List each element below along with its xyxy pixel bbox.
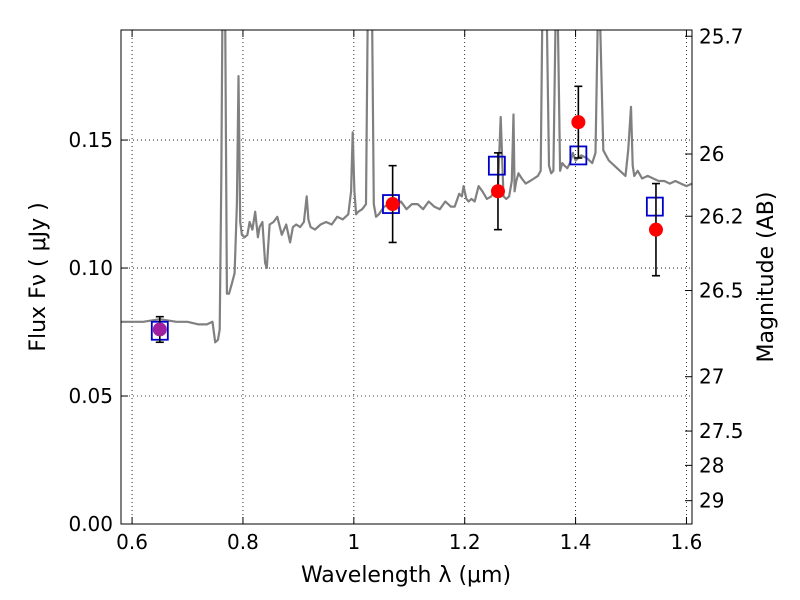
mag-tick-label: 25.7 <box>699 24 744 48</box>
x-tick-label: 1 <box>347 530 360 554</box>
y-tick-label: 0.00 <box>68 512 113 536</box>
y-tick-label: 0.10 <box>68 256 113 280</box>
observed-photometry-point <box>571 115 586 130</box>
x-axis-label: Wavelength λ (μm) <box>301 563 511 588</box>
observed-photometry-point <box>648 222 663 237</box>
model-photometry-square <box>487 155 506 176</box>
observed-photometry-point <box>152 322 167 337</box>
photometry-series <box>150 85 664 344</box>
model-photometry-square <box>645 196 664 217</box>
mag-tick-label: 29 <box>699 489 724 513</box>
plot-frame <box>120 29 693 525</box>
observed-photometry-point <box>385 197 400 212</box>
observed-photometry-point <box>490 184 505 199</box>
mag-tick-label: 26.5 <box>699 279 744 303</box>
x-tick-label: 0.8 <box>227 530 259 554</box>
spectrum-line <box>121 30 692 344</box>
mag-tick-label: 26 <box>699 142 724 166</box>
mag-tick-label: 26.2 <box>699 204 744 228</box>
x-tick-label: 1.2 <box>449 530 481 554</box>
y2-axis-label: Magnitude (AB) <box>754 192 779 363</box>
axes: 0.6 0.8 1 1.2 1.4 1.6 0.00 0.05 0.10 0.15 25.7 26 26… <box>68 24 743 554</box>
mag-tick-label: 27.5 <box>699 419 744 443</box>
x-tick-label: 1.4 <box>560 530 592 554</box>
mag-tick-label: 28 <box>699 453 724 477</box>
y-tick-label: 0.15 <box>68 128 113 152</box>
y-tick-label: 0.05 <box>68 384 113 408</box>
x-tick-label: 1.6 <box>671 530 703 554</box>
y-axis-label: Flux Fν ( μJy ) <box>26 202 51 351</box>
mag-tick-label: 27 <box>699 365 724 389</box>
x-tick-label: 0.6 <box>116 530 148 554</box>
spectrum-series <box>121 30 692 344</box>
